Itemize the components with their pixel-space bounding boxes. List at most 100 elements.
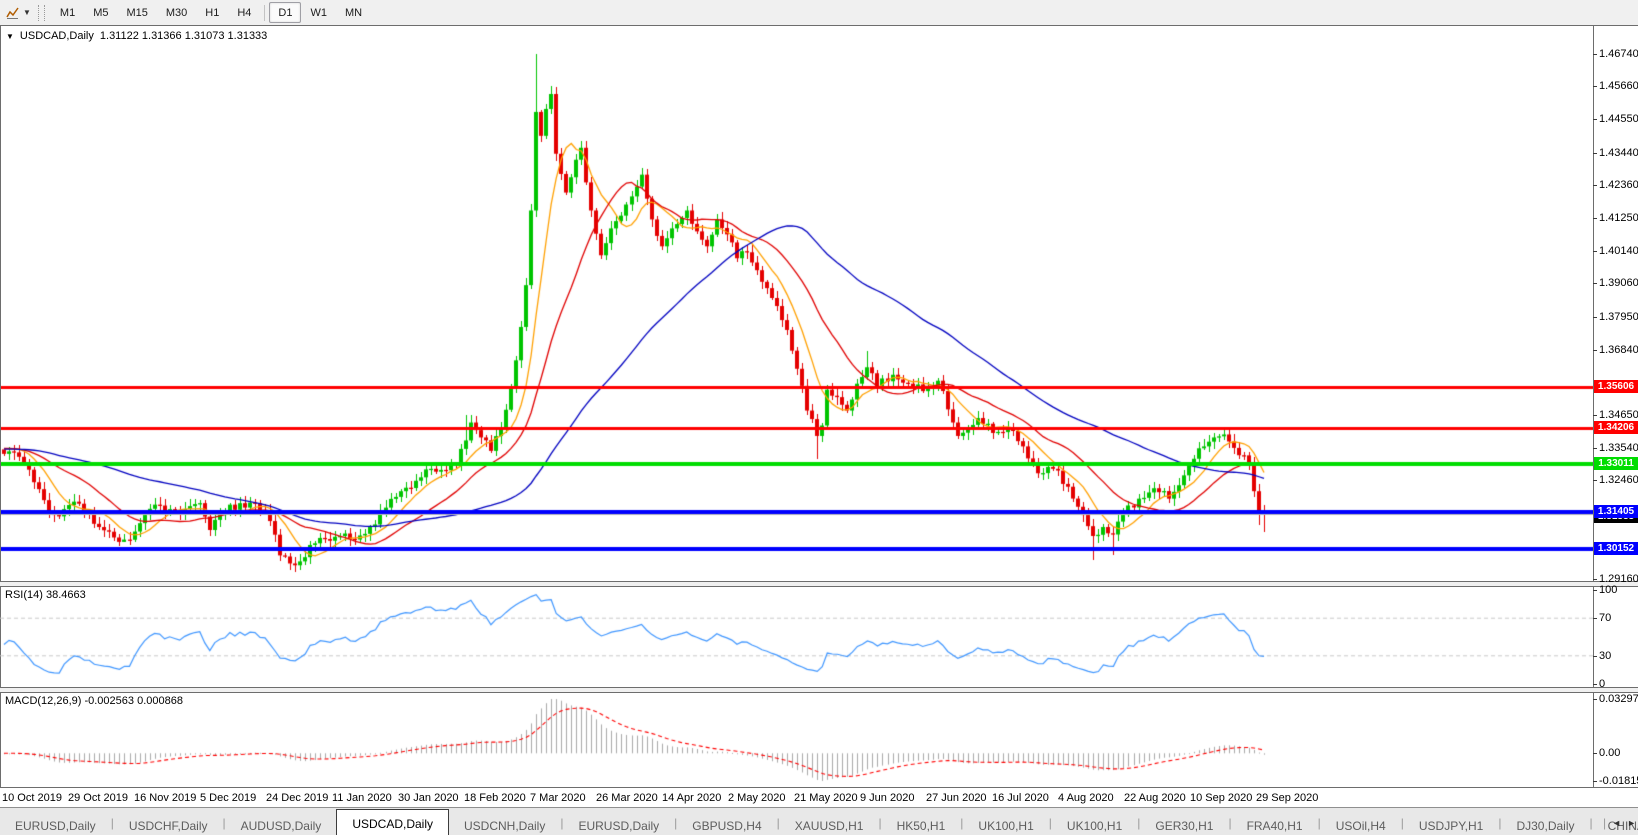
chart-tab-uk100-h1[interactable]: UK100,H1 (978, 818, 1034, 833)
date-axis-label: 14 Apr 2020 (662, 792, 722, 804)
chart-tab-uk100-h1[interactable]: UK100,H1 (1066, 818, 1123, 833)
tab-scroll-right-icon[interactable]: ► (1627, 818, 1636, 828)
chart-title: ▼ USDCAD,Daily 1.31122 1.31366 1.31073 1… (6, 30, 267, 42)
chart-tab-xauusd-h1[interactable]: XAUUSD,H1 (794, 818, 864, 833)
date-axis-label: 4 Aug 2020 (1058, 792, 1114, 804)
date-axis-label: 24 Dec 2019 (266, 792, 329, 804)
date-axis-label: 29 Sep 2020 (1256, 792, 1319, 804)
macd-pane-separator[interactable] (0, 687, 1638, 693)
chart-tab-eurusd-daily[interactable]: EURUSD,Daily (15, 818, 96, 833)
price-axis-tick: 1.41250 (1599, 211, 1638, 224)
axis-tick-mark (1593, 781, 1597, 782)
axis-tick-mark (1593, 684, 1597, 685)
axis-tick-mark (1593, 54, 1597, 55)
timeframe-button-m30[interactable]: M30 (165, 6, 188, 19)
axis-tick-mark (1593, 448, 1597, 450)
chart-tab-usdjpy-h1[interactable]: USDJPY,H1 (1418, 818, 1484, 833)
price-axis-tick: 1.29160 (1599, 573, 1638, 585)
date-axis-label: 26 Mar 2020 (596, 792, 658, 804)
hline-price-label: 1.33011 (1594, 456, 1638, 470)
rsi-pane-separator[interactable] (0, 581, 1638, 587)
axis-tick-mark (1593, 316, 1597, 318)
timeframe-button-m5[interactable]: M5 (93, 6, 109, 19)
chart-tab-hk50-h1[interactable]: HK50,H1 (896, 818, 946, 833)
chart-tab-eurusd-daily[interactable]: EURUSD,Daily (578, 818, 660, 833)
price-axis-tick: 1.40140 (1599, 245, 1638, 258)
timeframe-button-d1[interactable]: D1 (269, 2, 302, 23)
tab-separator: | (560, 816, 564, 830)
chart-symbol-label: USDCAD,Daily (19, 30, 94, 42)
price-axis-tick: 1.45660 (1599, 80, 1638, 93)
tab-separator: | (1317, 816, 1321, 830)
price-axis-tick: 1.37950 (1599, 310, 1638, 323)
axis-tick-mark (1593, 655, 1597, 657)
tab-separator: | (1048, 816, 1052, 830)
chart-ohlc-values: 1.31122 1.31366 1.31073 1.31333 (99, 30, 268, 42)
macd-axis-tick: -0.018154 (1599, 775, 1638, 787)
price-axis-tick: 1.39060 (1599, 277, 1638, 290)
date-axis-label: 10 Sep 2020 (1190, 792, 1253, 804)
chart-tab-dj30-daily[interactable]: DJ30,Daily (1516, 818, 1575, 833)
chart-tab-gbpusd-h4[interactable]: GBPUSD,H4 (692, 818, 762, 833)
date-axis-label: 10 Oct 2019 (2, 792, 62, 804)
hline-price-label: 1.35606 (1594, 379, 1638, 393)
macd-pane[interactable] (0, 693, 1593, 787)
timeframe-button-m15[interactable]: M15 (126, 6, 148, 19)
chart-tab-usdcad-daily[interactable]: USDCAD,Daily (336, 809, 449, 835)
chart-tab-fra40-h1[interactable]: FRA40,H1 (1246, 818, 1303, 833)
chart-tabs: EURUSD,Daily | USDCHF,Daily | AUDUSD,Daily US… (0, 808, 1638, 835)
rsi-pane[interactable] (0, 587, 1593, 687)
tab-separator: | (1589, 816, 1593, 830)
timeframe-toolbar: ▼ M1 M5 M15 M30 H1 H4 D1 W1 MN (0, 0, 1638, 25)
hline-price-label: 1.31405 (1594, 504, 1638, 518)
tab-scroll-left-icon[interactable]: ◄ (1612, 818, 1622, 828)
axis-tick-mark (1593, 251, 1597, 253)
date-axis-label: 27 Jun 2020 (926, 792, 987, 804)
timeframe-button-m1[interactable]: M1 (59, 6, 76, 19)
price-axis-tick: 1.33540 (1599, 442, 1638, 455)
tab-scroll-controls: | ◄ ► (1603, 816, 1636, 830)
date-axis-label: 7 Mar 2020 (530, 792, 586, 804)
date-axis-label: 29 Oct 2019 (68, 792, 128, 804)
timeframe-button-w1[interactable]: W1 (310, 6, 327, 19)
timeframe-button-mn[interactable]: MN (344, 6, 363, 19)
date-axis-label: 16 Nov 2019 (134, 792, 197, 804)
rsi-axis-tick: 70 (1599, 612, 1612, 625)
timeframe-button-h1[interactable]: H1 (205, 6, 220, 19)
indicator-icon[interactable] (4, 4, 22, 22)
axis-tick-mark (1593, 415, 1597, 417)
chart-tab-usoil-h4[interactable]: USOil,H4 (1335, 818, 1386, 833)
date-axis-label: 5 Dec 2019 (200, 792, 257, 804)
collapse-chart-icon[interactable]: ▼ (6, 31, 14, 41)
chart-tab-usdcnh-daily[interactable]: USDCNH,Daily (464, 818, 546, 833)
chevron-down-icon[interactable]: ▼ (23, 8, 31, 17)
tab-separator: | (1228, 816, 1232, 830)
date-axis-label: 9 Jun 2020 (860, 792, 915, 804)
timeframe-buttons: M1 M5 M15 M30 H1 H4 D1 W1 MN (51, 2, 371, 23)
hline-price-label: 1.30152 (1594, 542, 1638, 556)
macd-axis-tick: 0.00 (1599, 747, 1621, 760)
timeframe-button-h4[interactable]: H4 (237, 6, 252, 19)
chart-tab-china300-h1[interactable]: CHINA300,H1 (1607, 818, 1638, 833)
hline-price-label: 1.34206 (1594, 421, 1638, 435)
axis-tick-mark (1593, 618, 1597, 620)
price-axis-tick: 1.44550 (1599, 113, 1638, 126)
chart-tab-audusd-daily[interactable]: AUDUSD,Daily (240, 818, 322, 833)
chart-tab-usdchf-daily[interactable]: USDCHF,Daily (128, 818, 208, 833)
time-axis-divider (0, 787, 1638, 788)
tab-separator: | (1603, 816, 1607, 830)
rsi-axis-tick: 100 (1599, 584, 1618, 596)
chart-window: ▼ USDCAD,Daily 1.31122 1.31366 1.31073 1… (0, 25, 1638, 808)
price-axis-tick: 1.36840 (1599, 343, 1638, 356)
date-axis-label: 21 May 2020 (794, 792, 858, 804)
axis-tick-mark (1593, 86, 1597, 88)
macd-axis-tick: 0.032972 (1599, 693, 1638, 705)
axis-tick-mark (1593, 283, 1597, 285)
date-axis-label: 30 Jan 2020 (398, 792, 459, 804)
tab-separator: | (222, 816, 226, 830)
chart-tab-ger30-h1[interactable]: GER30,H1 (1155, 818, 1214, 833)
toolbar-grip-handle[interactable] (37, 4, 45, 21)
main-price-chart[interactable] (0, 27, 1593, 581)
chart-left-border (0, 26, 1, 787)
axis-tick-mark (1593, 579, 1597, 580)
